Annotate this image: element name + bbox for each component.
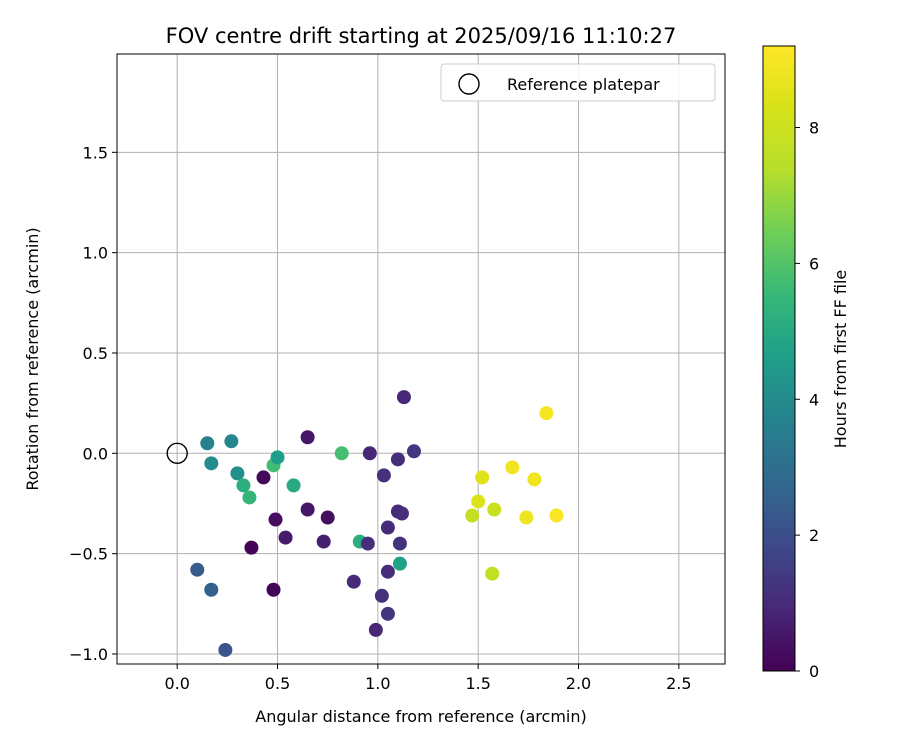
data-point — [316, 534, 331, 549]
x-tick-label: 2.5 — [666, 674, 691, 693]
y-axis-label: Rotation from reference (arcmin) — [23, 227, 42, 490]
x-axis-ticks: 0.0 0.5 1.0 1.5 2.0 2.5 — [164, 664, 692, 693]
data-point — [475, 470, 490, 485]
y-tick-label: −1.0 — [69, 645, 108, 664]
data-point — [406, 444, 421, 459]
plot-frame — [116, 53, 726, 665]
data-point — [204, 456, 219, 471]
x-tick-label: 0.0 — [164, 674, 189, 693]
data-point — [300, 502, 315, 517]
data-point — [346, 574, 361, 589]
data-point — [392, 556, 407, 571]
data-point — [465, 508, 480, 523]
colorbar-gradient — [762, 45, 796, 672]
colorbar-ticks: 0 2 4 6 8 — [795, 119, 819, 681]
colorbar: 0 2 4 6 8 Hours from first FF file — [762, 45, 850, 681]
data-point — [487, 502, 502, 517]
reference-platepar-marker — [166, 442, 188, 465]
data-point — [190, 562, 205, 577]
colorbar-label: Hours from first FF file — [831, 270, 850, 449]
data-point — [368, 622, 383, 637]
x-tick-label: 1.5 — [465, 674, 490, 693]
data-point — [380, 564, 395, 579]
data-point — [230, 466, 245, 481]
x-tick-label: 0.5 — [265, 674, 290, 693]
data-point — [376, 468, 391, 483]
data-point — [539, 406, 554, 421]
data-point — [224, 434, 239, 449]
data-point — [204, 582, 219, 597]
legend: Reference platepar — [440, 63, 716, 102]
data-point — [268, 512, 283, 527]
data-point — [278, 530, 293, 545]
data-point — [320, 510, 335, 525]
data-point — [236, 478, 251, 493]
y-tick-label: 1.5 — [83, 143, 108, 162]
data-point — [286, 478, 301, 493]
x-tick-label: 2.0 — [566, 674, 591, 693]
data-point — [374, 588, 389, 603]
data-point — [505, 460, 520, 475]
data-point — [394, 506, 409, 521]
chart-title: FOV centre drift starting at 2025/09/16 … — [166, 24, 677, 48]
grid — [117, 54, 725, 664]
colorbar-tick-label: 8 — [809, 119, 819, 138]
data-point — [519, 510, 534, 525]
data-point — [362, 446, 377, 461]
data-point — [360, 536, 375, 551]
data-point — [390, 452, 405, 467]
data-point — [380, 520, 395, 535]
data-point — [471, 494, 486, 509]
x-axis-label: Angular distance from reference (arcmin) — [255, 707, 586, 726]
data-point — [270, 450, 285, 465]
colorbar-tick-label: 0 — [809, 662, 819, 681]
y-axis-ticks: −1.0 −0.5 0.0 0.5 1.0 1.5 — [69, 143, 117, 664]
data-point — [300, 430, 315, 445]
data-point — [396, 390, 411, 405]
legend-entry-reference: Reference platepar — [507, 75, 660, 94]
colorbar-tick-label: 6 — [809, 254, 819, 273]
y-tick-label: 0.5 — [83, 344, 108, 363]
data-point — [266, 582, 281, 597]
data-points — [190, 390, 564, 657]
data-point — [256, 470, 271, 485]
y-tick-label: 1.0 — [83, 244, 108, 263]
data-point — [549, 508, 564, 523]
data-point — [200, 436, 215, 451]
x-tick-label: 1.0 — [365, 674, 390, 693]
data-point — [527, 472, 542, 487]
data-point — [485, 566, 500, 581]
data-point — [242, 490, 257, 505]
data-point — [392, 536, 407, 551]
legend-reference-marker — [458, 73, 480, 95]
data-point — [334, 446, 349, 461]
data-point — [218, 642, 233, 657]
colorbar-tick-label: 4 — [809, 390, 819, 409]
reference-marker-layer — [166, 442, 188, 465]
y-tick-label: 0.0 — [83, 444, 108, 463]
colorbar-tick-label: 2 — [809, 526, 819, 545]
legend-box — [440, 63, 716, 102]
data-point — [380, 606, 395, 621]
y-tick-label: −0.5 — [69, 545, 108, 564]
data-point — [244, 540, 259, 555]
